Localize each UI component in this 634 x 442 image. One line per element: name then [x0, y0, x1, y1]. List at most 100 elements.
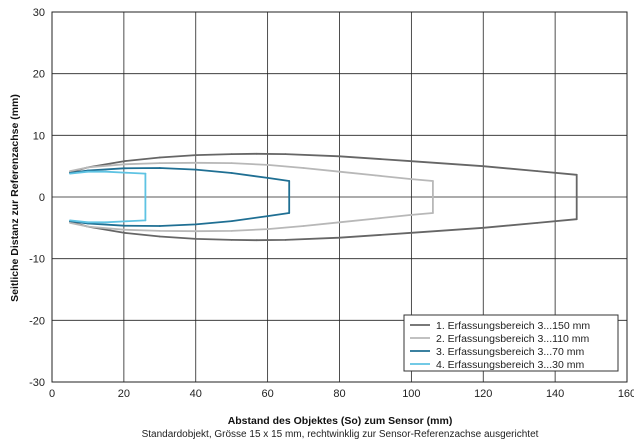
series-2-point: [69, 222, 71, 224]
series-2-point: [410, 178, 413, 181]
series-2-point: [194, 161, 197, 164]
series-4-point: [144, 219, 147, 222]
legend: 1. Erfassungsbereich 3...150 mm2. Erfass…: [403, 314, 619, 372]
series-3-point: [230, 172, 233, 174]
series-2-point: [338, 221, 341, 224]
series-4-point: [144, 172, 147, 175]
series-1-point: [575, 218, 578, 221]
legend-entry-3: 3. Erfassungsbereich 3...70 mm: [436, 346, 584, 358]
series-3-point: [158, 225, 161, 227]
x-tick-label: 100: [402, 388, 420, 400]
series-line-1: [69, 152, 578, 242]
chart-caption: Standardobjekt, Grösse 15 x 15 mm, recht…: [142, 429, 539, 440]
legend-box: [403, 314, 619, 372]
series-3-point: [123, 224, 125, 227]
y-tick-label: 30: [33, 7, 45, 19]
legend-entry-1: 1. Erfassungsbereich 3...150 mm: [436, 320, 590, 332]
x-tick-label: 0: [49, 388, 55, 400]
series-line-3: [69, 167, 291, 227]
y-tick-label: -10: [29, 254, 45, 266]
series-3-point: [266, 215, 269, 218]
series-1-point: [575, 173, 578, 176]
series-1-point: [123, 231, 125, 234]
series-2-point: [302, 167, 305, 169]
series-1-point: [123, 160, 125, 163]
y-tick-label: 20: [33, 69, 45, 81]
series-2-point: [69, 170, 71, 173]
series-2-point: [266, 228, 269, 231]
series-2-point: [123, 163, 125, 166]
series-4-point: [123, 171, 125, 174]
series-1-point: [230, 239, 233, 241]
series-2-point: [266, 164, 269, 166]
y-tick-label: -20: [29, 315, 45, 327]
series-1-point: [284, 153, 287, 156]
series-4-point: [87, 170, 89, 173]
x-axis-title: Abstand des Objektes (So) zum Sensor (mm…: [228, 415, 453, 427]
series-2-point: [432, 212, 434, 214]
series-1-point: [284, 239, 287, 241]
grid: [51, 11, 628, 383]
series-3-point: [194, 168, 197, 171]
series-1-point: [410, 160, 413, 163]
plot-frame: [51, 11, 628, 383]
series-1-point: [194, 154, 197, 157]
series-2-point: [302, 225, 305, 227]
series-2-point: [410, 214, 413, 216]
series-2-point: [374, 174, 377, 177]
series-2-point: [230, 230, 233, 232]
x-tick-label: 40: [190, 388, 202, 400]
y-tick-label: 0: [39, 192, 45, 204]
series-4-point: [105, 221, 107, 224]
series-2-point: [338, 170, 341, 173]
series-1-point: [536, 222, 539, 224]
series-2-point: [374, 217, 377, 220]
series-1-point: [255, 239, 258, 242]
series-1-point: [410, 231, 413, 234]
y-tick-label: 10: [33, 130, 45, 142]
series-1-point: [194, 238, 197, 240]
series-1-point: [338, 236, 341, 239]
series-4-point: [69, 219, 71, 222]
series-2-point: [432, 180, 434, 182]
series-3-point: [123, 167, 125, 170]
series-1-point: [158, 235, 161, 238]
series-4-point: [105, 170, 107, 173]
legend-entry-2: 2. Erfassungsbereich 3...110 mm: [436, 333, 590, 345]
series-3-point: [194, 223, 197, 226]
series-group: [69, 152, 578, 242]
series-1-point: [482, 165, 485, 168]
series-2-point: [194, 230, 197, 233]
x-tick-label: 60: [262, 388, 274, 400]
series-3-point: [158, 167, 161, 169]
x-tick-label: 160: [618, 388, 634, 400]
series-1-point: [536, 170, 539, 173]
series-1-point: [255, 152, 258, 155]
series-2-point: [87, 166, 89, 169]
series-2-point: [158, 162, 161, 165]
x-tick-label: 120: [474, 388, 492, 400]
tick-labels: 0 20 40 60 80 100 120 140 160 -30 -20 -10 0 10 20 30: [29, 7, 634, 400]
series-2-point: [230, 162, 233, 165]
series-1-point: [338, 155, 341, 158]
series-2-point: [123, 228, 125, 231]
series-line-4: [69, 170, 147, 224]
series-3-point: [288, 180, 291, 182]
series-3-point: [266, 177, 269, 179]
series-4-point: [69, 172, 71, 175]
series-line-2: [69, 161, 434, 233]
x-tick-label: 80: [333, 388, 345, 400]
legend-entry-4: 4. Erfassungsbereich 3...30 mm: [436, 359, 584, 371]
series-2-point: [87, 225, 89, 228]
x-tick-label: 20: [118, 388, 130, 400]
x-tick-label: 140: [546, 388, 564, 400]
series-4-point: [123, 220, 125, 223]
y-axis-title: Seitliche Distanz zur Referenzachse (mm): [9, 94, 21, 302]
series-1-point: [158, 156, 161, 159]
series-3-point: [288, 212, 291, 214]
series-4-point: [87, 221, 89, 224]
series-1-point: [482, 226, 485, 229]
series-3-point: [230, 220, 233, 223]
series-2-point: [158, 230, 161, 232]
